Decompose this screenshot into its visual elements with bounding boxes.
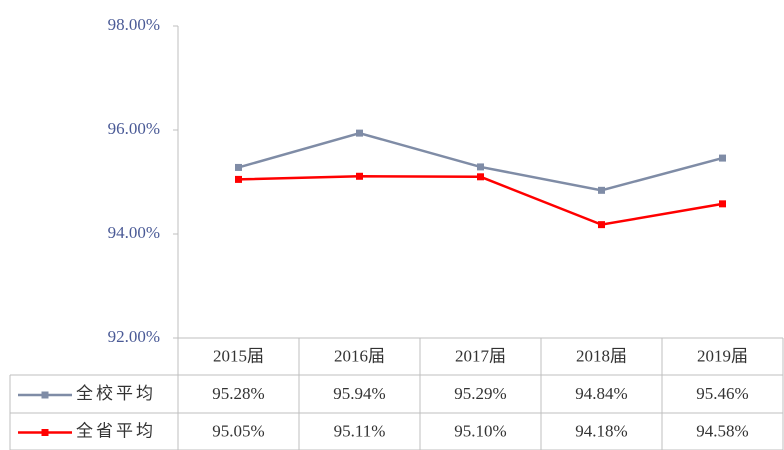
x-tick-label: 2015届 [213, 346, 264, 365]
table-value: 95.28% [212, 384, 264, 403]
series-marker [477, 173, 484, 181]
series-marker [235, 175, 242, 183]
x-tick-label: 2018届 [576, 346, 627, 365]
y-tick-label: 96.00% [108, 119, 160, 138]
y-tick-label: 94.00% [108, 223, 160, 242]
table-value: 95.46% [696, 384, 748, 403]
series-marker [719, 200, 726, 208]
series-marker [356, 129, 363, 137]
y-tick-label: 98.00% [108, 15, 160, 34]
legend-marker [41, 391, 49, 399]
x-tick-label: 2019届 [697, 346, 748, 365]
x-tick-label: 2017届 [455, 346, 506, 365]
series-marker [477, 163, 484, 171]
table-value: 95.29% [454, 384, 506, 403]
table-value: 94.84% [575, 384, 627, 403]
series-marker [598, 221, 605, 229]
y-tick-label: 92.00% [108, 327, 160, 346]
table-value: 95.05% [212, 421, 264, 440]
series-marker [235, 163, 242, 171]
series-marker [598, 186, 605, 194]
series-line [238, 175, 723, 226]
table-value: 95.11% [334, 421, 386, 440]
table-value: 95.10% [454, 421, 506, 440]
table-value: 95.94% [333, 384, 385, 403]
table-value: 94.58% [696, 421, 748, 440]
legend-label: 全省平均 [76, 421, 156, 440]
series-marker [356, 172, 363, 180]
legend-label: 全校平均 [76, 384, 156, 403]
table-value: 94.18% [575, 421, 627, 440]
x-tick-label: 2016届 [334, 346, 385, 365]
series-marker [719, 154, 726, 162]
legend-marker [41, 429, 49, 436]
series-line [238, 131, 723, 192]
